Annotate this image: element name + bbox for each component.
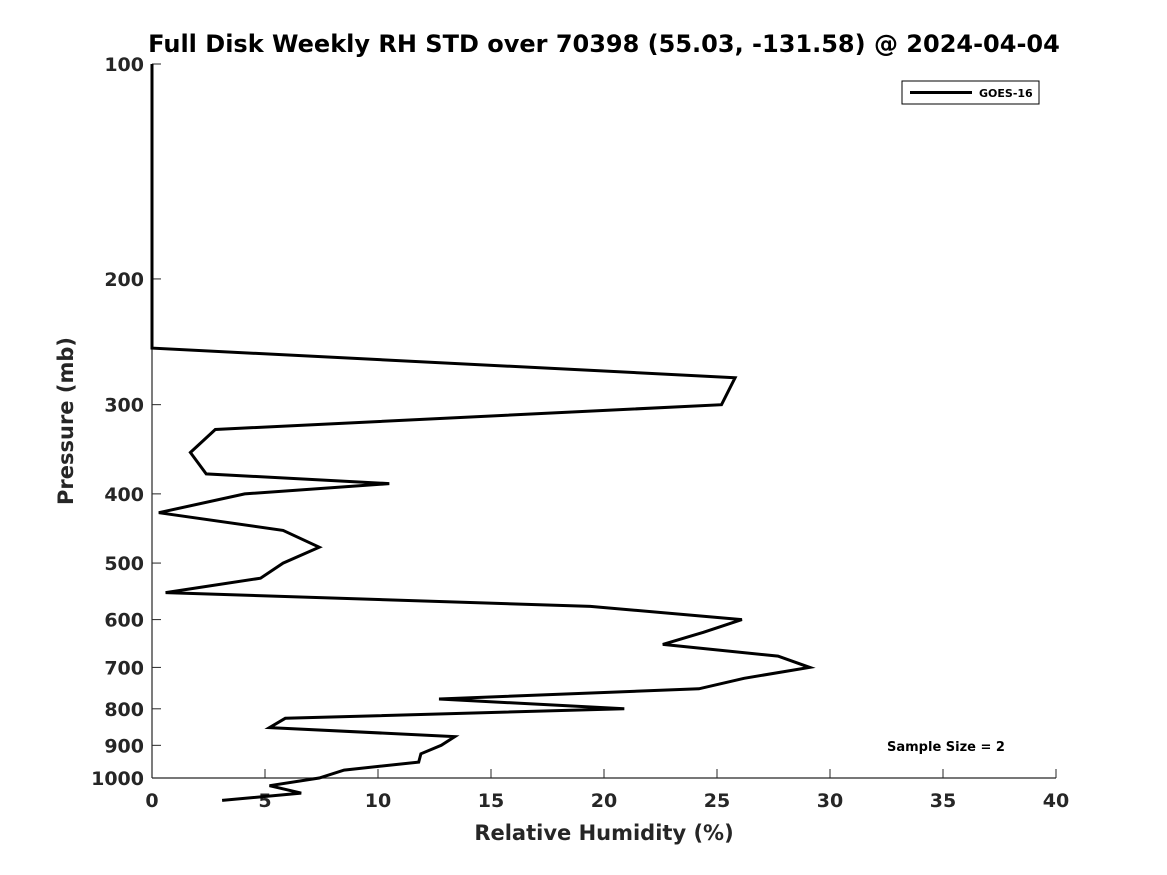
x-tick-label: 10	[365, 790, 391, 812]
y-tick-label: 700	[104, 657, 144, 679]
legend-label-goes16: GOES-16	[979, 87, 1033, 100]
legend: GOES-16	[901, 80, 1040, 105]
sample-size-annotation: Sample Size = 2	[887, 740, 1005, 755]
y-tick-label: 200	[104, 269, 144, 291]
y-axis: 100 200 300 400 500 600 700 800 900 1000	[91, 54, 161, 790]
x-tick-label: 40	[1043, 790, 1069, 812]
y-tick-label: 500	[104, 553, 144, 575]
series-layer	[150, 64, 816, 802]
x-tick-label: 15	[478, 790, 504, 812]
chart-title: Full Disk Weekly RH STD over 70398 (55.0…	[148, 30, 1060, 58]
series-line-goes-16	[150, 64, 816, 802]
x-tick-label: 20	[591, 790, 617, 812]
y-tick-label: 300	[104, 395, 144, 417]
y-tick-label: 800	[104, 699, 144, 721]
y-tick-label: 1000	[91, 768, 144, 790]
x-tick-label: 25	[704, 790, 730, 812]
y-tick-label: 900	[104, 735, 144, 757]
y-tick-label: 600	[104, 610, 144, 632]
x-tick-label: 35	[930, 790, 956, 812]
x-tick-label: 30	[817, 790, 843, 812]
x-tick-label: 5	[258, 790, 271, 812]
x-axis-label: Relative Humidity (%)	[474, 821, 733, 845]
y-axis-label: Pressure (mb)	[54, 337, 78, 505]
y-tick-label: 400	[104, 484, 144, 506]
x-tick-label: 0	[145, 790, 158, 812]
y-tick-label: 100	[104, 54, 144, 76]
